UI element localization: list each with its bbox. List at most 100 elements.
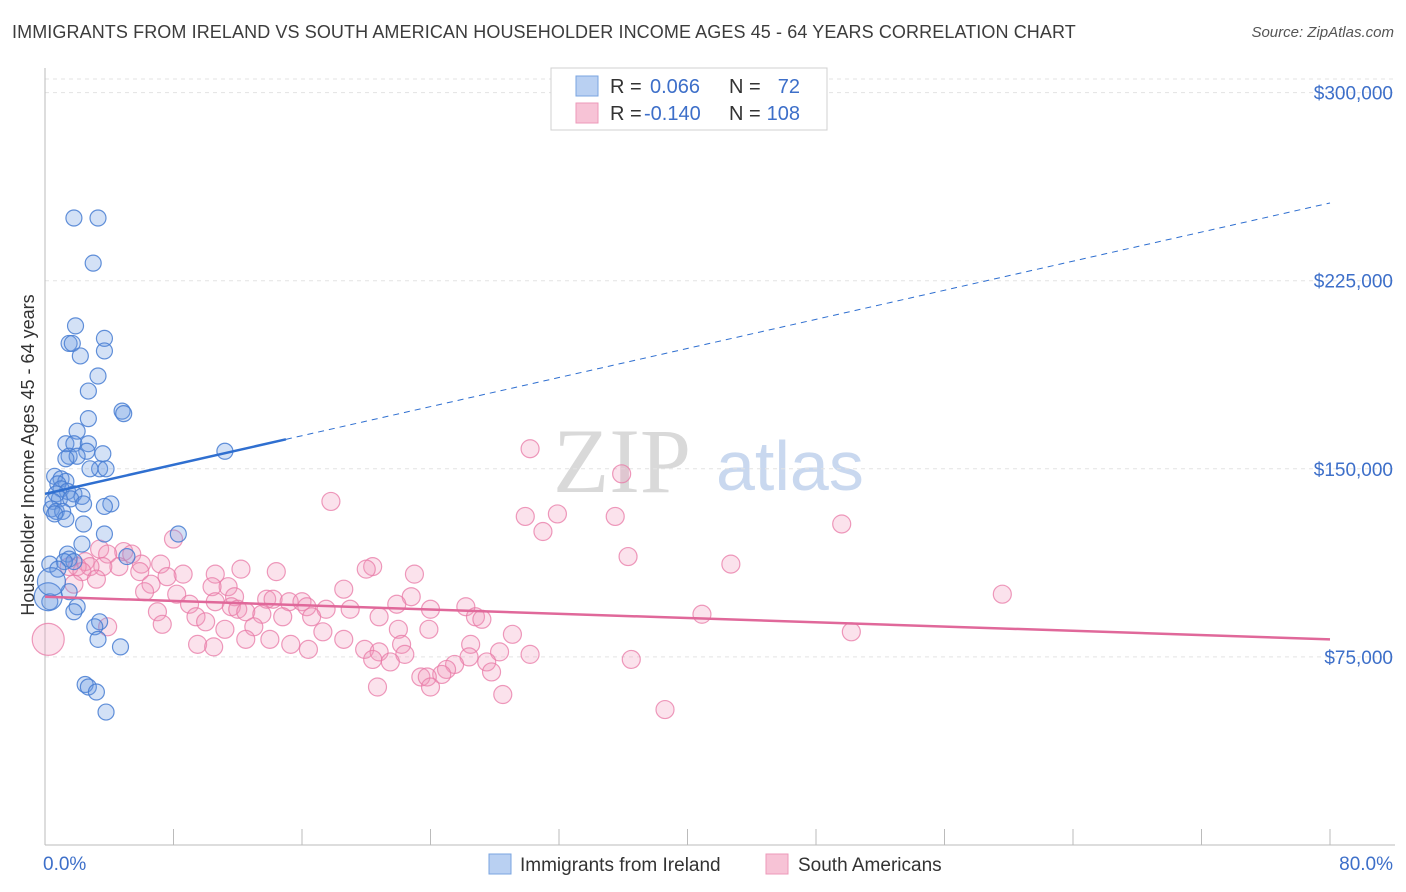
ireland-point [97, 460, 115, 478]
legend-r-label: R = [610, 103, 642, 125]
ireland-point [95, 525, 114, 543]
south-americans-point [187, 634, 208, 654]
south-americans-point [151, 554, 171, 574]
ireland-point [46, 505, 64, 523]
ireland-point [79, 382, 97, 400]
south-americans-point [152, 614, 172, 634]
south-americans-point [605, 506, 625, 527]
south-americans-point [273, 607, 293, 627]
south-americans-point [472, 609, 492, 629]
south-americans-point [618, 546, 638, 567]
south-americans-point [493, 684, 513, 705]
ireland-point [65, 553, 83, 571]
ireland-point [89, 209, 107, 227]
south-americans-point [313, 622, 333, 642]
ireland-point [65, 603, 83, 621]
south-americans-point [31, 622, 65, 656]
south-americans-point [334, 579, 354, 599]
south-americans-point [692, 604, 712, 624]
south-americans-point [302, 607, 322, 627]
south-americans-point [131, 554, 151, 574]
south-americans-point [489, 642, 510, 662]
south-americans-point [157, 567, 177, 587]
south-americans-point [404, 564, 425, 584]
south-americans-point [231, 559, 251, 579]
south-americans-point [533, 521, 553, 542]
legend-r-value: -0.140 [644, 103, 701, 125]
ireland-point [73, 535, 91, 553]
south-americans-point [612, 464, 632, 484]
y-tick-label: $225,000 [1314, 272, 1393, 293]
chart-title: IMMIGRANTS FROM IRELAND VS SOUTH AMERICA… [12, 22, 1076, 42]
ireland-point [71, 347, 89, 365]
south-americans-point [218, 577, 238, 597]
y-tick-label: $150,000 [1314, 460, 1393, 481]
legend-n-label: N = [729, 103, 761, 125]
south-americans-point [419, 619, 439, 639]
x-tick-labels: 0.0% 80.0% [43, 854, 1393, 875]
south-americans-point [167, 584, 187, 604]
ireland-point [74, 495, 93, 513]
legend-n-label: N = [729, 76, 761, 98]
y-tick-label: $300,000 [1314, 84, 1393, 105]
south-americans-point [621, 649, 641, 670]
south-americans-point [228, 599, 248, 619]
y-axis-title: Householder Income Ages 45 - 64 years [18, 294, 38, 615]
south-americans-point [363, 649, 383, 670]
south-americans-point [173, 564, 193, 584]
south-americans-trend-line [44, 595, 1331, 641]
south-americans-point [147, 602, 168, 622]
x-tick-label: 80.0% [1339, 854, 1393, 875]
legend: R = 0.066 N = 72 R = -0.140 N = 108 [550, 67, 828, 131]
south-americans-point [321, 491, 341, 512]
ireland-point [87, 683, 106, 701]
ireland-point [94, 445, 112, 463]
south-americans-point [515, 506, 535, 527]
ireland-point [66, 317, 85, 335]
south-americans-point [260, 629, 280, 649]
bottom-legend-ireland: Immigrants from Ireland [520, 855, 721, 876]
ireland-point [95, 329, 114, 347]
ireland-point [91, 613, 109, 631]
south-americans-point [86, 569, 107, 589]
bottom-legend-swatch-south-americans [765, 853, 789, 875]
south-americans-point [134, 582, 155, 602]
south-americans-point [841, 622, 861, 642]
ireland-point [68, 447, 86, 465]
legend-r-label: R = [610, 76, 642, 98]
south-americans-point [356, 559, 376, 579]
x-tick-label: 0.0% [43, 854, 86, 875]
ireland-trend-line [44, 438, 287, 496]
source-label: Source: ZipAtlas.com [1251, 24, 1394, 41]
south-americans-point [520, 439, 540, 459]
south-americans-point [721, 554, 741, 574]
y-tick-labels: $75,000 $150,000 $225,000 $300,000 [1314, 84, 1393, 669]
ireland-trend-extension [285, 202, 1331, 440]
south-americans-point [141, 574, 161, 594]
ireland-point [42, 500, 61, 518]
ireland-point [65, 209, 83, 227]
south-americans-point [186, 607, 206, 627]
south-americans-point [477, 652, 497, 672]
bottom-legend: Immigrants from Ireland South Americans [488, 853, 942, 876]
ireland-point [57, 450, 75, 468]
south-americans-point [334, 629, 354, 649]
south-americans-point [420, 677, 441, 697]
south-americans-point [992, 584, 1012, 604]
south-americans-point [655, 699, 675, 720]
south-americans-point [369, 607, 389, 627]
south-americans-point [387, 594, 407, 614]
trend-lines [44, 202, 1331, 641]
south-americans-point [832, 514, 852, 534]
bottom-legend-swatch-ireland [488, 853, 512, 875]
south-americans-point [481, 662, 502, 682]
ireland-point [97, 703, 115, 721]
legend-n-value: 108 [767, 103, 800, 125]
ireland-point [84, 254, 102, 272]
ireland-point [89, 367, 107, 385]
ireland-point [74, 515, 93, 533]
ireland-point [95, 342, 114, 360]
south-americans-point [179, 594, 200, 614]
south-americans-point [411, 667, 431, 687]
